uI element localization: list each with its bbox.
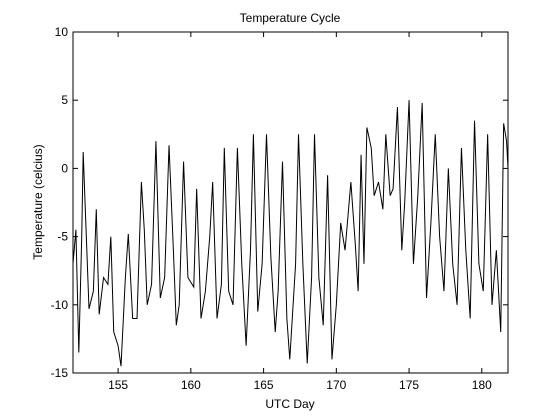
y-tick-label: -10 bbox=[51, 298, 69, 312]
x-axis-label: UTC Day bbox=[265, 397, 314, 411]
y-tick-label: -15 bbox=[51, 366, 69, 380]
x-tick-label: 165 bbox=[254, 378, 274, 392]
x-tick-label: 175 bbox=[399, 378, 419, 392]
x-tick-label: 170 bbox=[326, 378, 346, 392]
x-tick-label: 155 bbox=[108, 378, 128, 392]
y-tick-label: 0 bbox=[61, 161, 68, 175]
data-line bbox=[72, 100, 509, 367]
plot-frame bbox=[72, 31, 509, 374]
y-tick-label: 10 bbox=[55, 25, 69, 39]
x-tick-label: 180 bbox=[472, 378, 492, 392]
y-tick-label: -5 bbox=[57, 230, 68, 244]
x-tick-label: 160 bbox=[181, 378, 201, 392]
chart-title: Temperature Cycle bbox=[240, 11, 341, 25]
y-axis-label: Temperature (celcius) bbox=[31, 144, 45, 259]
y-tick-label: 5 bbox=[61, 93, 68, 107]
